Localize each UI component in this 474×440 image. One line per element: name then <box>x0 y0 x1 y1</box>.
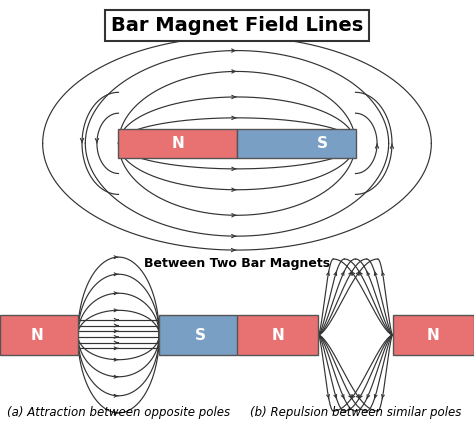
Text: N: N <box>427 327 440 342</box>
Bar <box>392 315 474 355</box>
Text: Between Two Bar Magnets: Between Two Bar Magnets <box>144 257 330 271</box>
Text: S: S <box>317 136 328 151</box>
Text: (b) Repulsion between similar poles: (b) Repulsion between similar poles <box>250 406 461 418</box>
Bar <box>118 128 237 158</box>
Text: (a) Attraction between opposite poles: (a) Attraction between opposite poles <box>7 406 230 418</box>
Bar <box>0 315 78 355</box>
Bar <box>237 128 356 158</box>
Text: N: N <box>172 136 184 151</box>
Bar <box>237 315 319 355</box>
Bar <box>159 315 237 355</box>
Text: Bar Magnet Field Lines: Bar Magnet Field Lines <box>111 16 363 35</box>
Text: S: S <box>194 327 205 342</box>
Text: N: N <box>31 327 44 342</box>
Text: N: N <box>271 327 284 342</box>
